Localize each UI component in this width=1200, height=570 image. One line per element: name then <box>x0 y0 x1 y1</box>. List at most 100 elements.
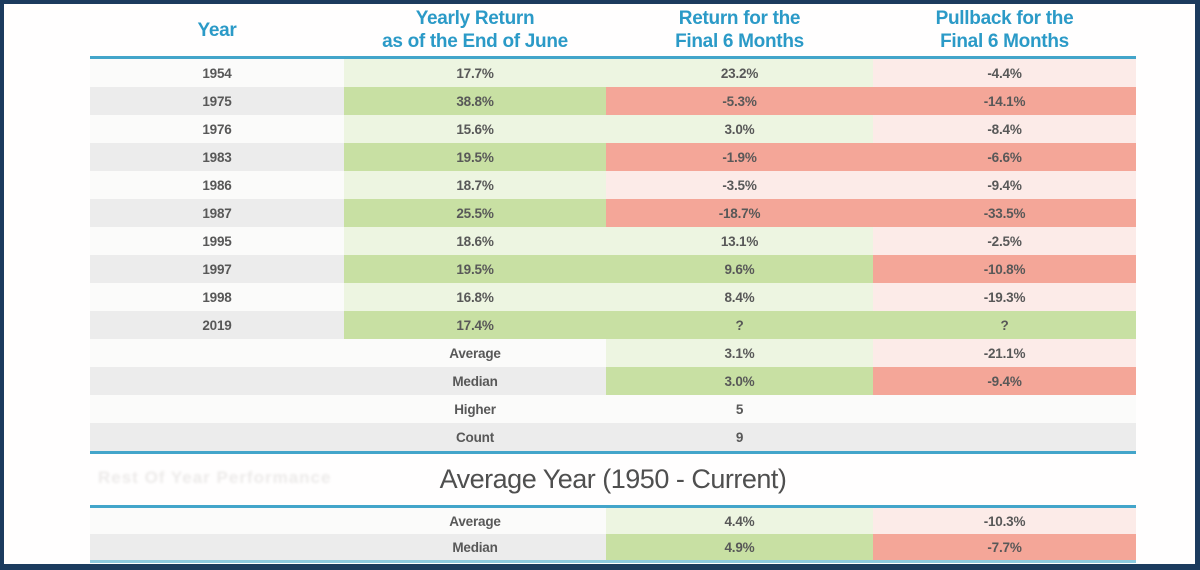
table-row: 1976 15.6% 3.0% -8.4% <box>90 115 1136 143</box>
header-line: Pullback for the <box>935 8 1074 29</box>
main-table-body: 1954 17.7% 23.2% -4.4% 1975 38.8% -5.3% -14.1% 1… <box>90 59 1136 451</box>
table-row: 1997 19.5% 9.6% -10.8% <box>90 255 1136 283</box>
header-line: Final 6 Months <box>675 31 804 52</box>
final6-pullback-cell: -7.7% <box>873 534 1136 560</box>
table-row: Count 9 <box>90 423 1136 451</box>
yearly-return-cell: 18.7% <box>344 171 606 199</box>
watermark-text: Rest Of Year Performance <box>98 468 332 487</box>
final6-pullback-cell: -14.1% <box>873 87 1136 115</box>
final6-return-cell: 5 <box>735 401 744 417</box>
header-line: as of the End of June <box>382 31 568 52</box>
final6-return-cell: -18.7% <box>606 199 873 227</box>
year-cell: 1975 <box>202 93 232 109</box>
final6-pullback-cell <box>873 423 1136 451</box>
header-line: Final 6 Months <box>940 31 1069 52</box>
table-row: Average 4.4% -10.3% <box>90 508 1136 534</box>
table-row: 1995 18.6% 13.1% -2.5% <box>90 227 1136 255</box>
final6-return-cell: -3.5% <box>606 171 873 199</box>
yearly-return-cell: 16.8% <box>344 283 606 311</box>
final6-return-cell: -1.9% <box>606 143 873 171</box>
yearly-return-cell: 18.6% <box>344 227 606 255</box>
table-header-row: Year Yearly Return as of the End of June… <box>90 4 1136 56</box>
table-row: 1987 25.5% -18.7% -33.5% <box>90 199 1136 227</box>
final6-return-cell: 3.1% <box>606 339 873 367</box>
table-row: 1954 17.7% 23.2% -4.4% <box>90 59 1136 87</box>
year-cell <box>90 508 344 534</box>
column-header-yearly-return: Yearly Return as of the End of June <box>344 7 606 53</box>
year-cell: 1986 <box>202 177 232 193</box>
yearly-return-cell: 19.5% <box>344 255 606 283</box>
year-cell <box>90 423 344 451</box>
final6-return-cell: 4.4% <box>606 508 873 534</box>
yearly-return-cell: Higher <box>454 401 496 417</box>
yearly-return-cell: Average <box>449 513 501 529</box>
final6-pullback-cell: -9.4% <box>873 367 1136 395</box>
final6-return-cell: 4.9% <box>606 534 873 560</box>
table-row: 1998 16.8% 8.4% -19.3% <box>90 283 1136 311</box>
table-row: Higher 5 <box>90 395 1136 423</box>
yearly-return-cell: 19.5% <box>344 143 606 171</box>
final6-return-cell: 9 <box>735 429 744 445</box>
final6-pullback-cell <box>873 395 1136 423</box>
year-cell: 2019 <box>202 317 232 333</box>
yearly-return-cell: 17.7% <box>344 59 606 87</box>
yearly-returns-table: Year Yearly Return as of the End of June… <box>90 4 1136 563</box>
year-cell: 1995 <box>202 233 232 249</box>
final6-return-cell: 23.2% <box>606 59 873 87</box>
year-cell: 1997 <box>202 261 232 277</box>
main-table-bottom-rule <box>90 451 1136 454</box>
final6-pullback-cell: -33.5% <box>873 199 1136 227</box>
final6-pullback-cell: -10.3% <box>873 508 1136 534</box>
yearly-return-cell: Median <box>452 373 498 389</box>
year-cell <box>90 367 344 395</box>
table-row: Median 4.9% -7.7% <box>90 534 1136 560</box>
year-cell <box>90 395 344 423</box>
header-year-label: Year <box>197 19 237 41</box>
year-cell <box>90 339 344 367</box>
section-title-area: Rest Of Year Performance Average Year (1… <box>90 454 1136 505</box>
table-row: Median 3.0% -9.4% <box>90 367 1136 395</box>
header-line: Yearly Return <box>415 8 535 29</box>
year-cell <box>90 534 344 560</box>
bottom-table-bottom-rule <box>90 560 1136 563</box>
column-header-final6-pullback: Pullback for the Final 6 Months <box>873 7 1136 53</box>
table-row: 2019 17.4%?? <box>90 311 1136 339</box>
header-divider-rule <box>90 56 1136 59</box>
table-row: 1986 18.7% -3.5% -9.4% <box>90 171 1136 199</box>
yearly-return-cell: 25.5% <box>344 199 606 227</box>
final6-return-cell: 9.6% <box>606 255 873 283</box>
table-row: Average 3.1% -21.1% <box>90 339 1136 367</box>
final6-pullback-cell: ? <box>873 311 1136 339</box>
bottom-table-body: Average 4.4% -10.3% Median 4.9% -7.7% <box>90 508 1136 560</box>
final6-return-cell: ? <box>606 311 873 339</box>
final6-pullback-cell: -8.4% <box>873 115 1136 143</box>
year-cell: 1987 <box>202 205 232 221</box>
yearly-return-cell: 15.6% <box>344 115 606 143</box>
bottom-table-top-rule <box>90 505 1136 508</box>
final6-return-cell: 8.4% <box>606 283 873 311</box>
final6-pullback-cell: -4.4% <box>873 59 1136 87</box>
year-cell: 1976 <box>202 121 232 137</box>
column-header-final6-return: Return for the Final 6 Months <box>606 7 873 53</box>
year-cell: 1983 <box>202 149 232 165</box>
final6-pullback-cell: -2.5% <box>873 227 1136 255</box>
yearly-return-cell: Count <box>456 429 494 445</box>
table-row: 1975 38.8% -5.3% -14.1% <box>90 87 1136 115</box>
yearly-return-cell: Average <box>449 345 501 361</box>
final6-pullback-cell: -10.8% <box>873 255 1136 283</box>
table-row: 1983 19.5% -1.9% -6.6% <box>90 143 1136 171</box>
final6-return-cell: 3.0% <box>606 115 873 143</box>
final6-pullback-cell: -19.3% <box>873 283 1136 311</box>
yearly-return-cell: 38.8% <box>344 87 606 115</box>
final6-pullback-cell: -21.1% <box>873 339 1136 367</box>
final6-pullback-cell: -9.4% <box>873 171 1136 199</box>
yearly-return-cell: Median <box>452 539 498 555</box>
final6-return-cell: 13.1% <box>606 227 873 255</box>
section-title: Average Year (1950 - Current) <box>439 464 787 494</box>
final6-pullback-cell: -6.6% <box>873 143 1136 171</box>
yearly-return-cell: 17.4% <box>344 311 606 339</box>
year-cell: 1998 <box>202 289 232 305</box>
final6-return-cell: -5.3% <box>606 87 873 115</box>
column-header-year: Year <box>90 19 344 42</box>
